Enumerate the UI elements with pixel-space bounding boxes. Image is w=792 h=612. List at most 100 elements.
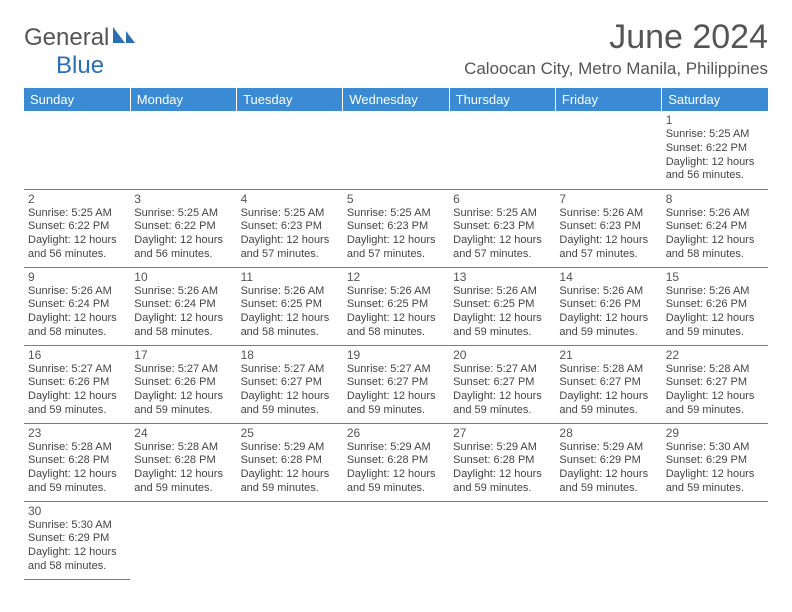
calendar-cell: 26Sunrise: 5:29 AMSunset: 6:28 PMDayligh…: [343, 423, 449, 501]
sunrise-line: Sunrise: 5:26 AM: [559, 207, 657, 221]
calendar-cell: 5Sunrise: 5:25 AMSunset: 6:23 PMDaylight…: [343, 189, 449, 267]
sunrise-line: Sunrise: 5:29 AM: [241, 441, 339, 455]
day-number: 14: [559, 270, 657, 284]
day-number: 28: [559, 426, 657, 440]
title-block: June 2024 Caloocan City, Metro Manila, P…: [464, 18, 768, 79]
calendar-cell: 28Sunrise: 5:29 AMSunset: 6:29 PMDayligh…: [555, 423, 661, 501]
calendar-week-row: 1Sunrise: 5:25 AMSunset: 6:22 PMDaylight…: [24, 111, 768, 189]
daylight-line-2: and 59 minutes.: [666, 482, 764, 496]
calendar-cell: 22Sunrise: 5:28 AMSunset: 6:27 PMDayligh…: [662, 345, 768, 423]
calendar-cell: [24, 111, 130, 189]
sunrise-line: Sunrise: 5:26 AM: [666, 285, 764, 299]
day-header: Sunday: [24, 88, 130, 111]
daylight-line-2: and 59 minutes.: [347, 404, 445, 418]
daylight-line-2: and 59 minutes.: [559, 326, 657, 340]
day-number: 2: [28, 192, 126, 206]
daylight-line-1: Daylight: 12 hours: [666, 234, 764, 248]
calendar-cell: [449, 501, 555, 579]
calendar-cell: [449, 111, 555, 189]
sunset-line: Sunset: 6:24 PM: [134, 298, 232, 312]
daylight-line-1: Daylight: 12 hours: [559, 468, 657, 482]
daylight-line-2: and 58 minutes.: [28, 560, 126, 574]
day-header: Tuesday: [237, 88, 343, 111]
day-number: 11: [241, 270, 339, 284]
daylight-line-1: Daylight: 12 hours: [559, 234, 657, 248]
daylight-line-2: and 58 minutes.: [134, 326, 232, 340]
day-number: 19: [347, 348, 445, 362]
daylight-line-2: and 59 minutes.: [134, 404, 232, 418]
header: General Blue June 2024 Caloocan City, Me…: [24, 18, 768, 80]
day-number: 30: [28, 504, 126, 518]
day-number: 8: [666, 192, 764, 206]
daylight-line-1: Daylight: 12 hours: [28, 546, 126, 560]
daylight-line-1: Daylight: 12 hours: [28, 390, 126, 404]
calendar-cell: 3Sunrise: 5:25 AMSunset: 6:22 PMDaylight…: [130, 189, 236, 267]
sunrise-line: Sunrise: 5:27 AM: [453, 363, 551, 377]
calendar-cell: 29Sunrise: 5:30 AMSunset: 6:29 PMDayligh…: [662, 423, 768, 501]
calendar-cell: 10Sunrise: 5:26 AMSunset: 6:24 PMDayligh…: [130, 267, 236, 345]
daylight-line-2: and 56 minutes.: [666, 169, 764, 183]
calendar-cell: 6Sunrise: 5:25 AMSunset: 6:23 PMDaylight…: [449, 189, 555, 267]
day-header: Thursday: [449, 88, 555, 111]
sunset-line: Sunset: 6:22 PM: [134, 220, 232, 234]
day-number: 6: [453, 192, 551, 206]
sunset-line: Sunset: 6:22 PM: [666, 142, 764, 156]
sunrise-line: Sunrise: 5:26 AM: [241, 285, 339, 299]
daylight-line-1: Daylight: 12 hours: [28, 468, 126, 482]
daylight-line-2: and 58 minutes.: [28, 326, 126, 340]
daylight-line-1: Daylight: 12 hours: [559, 312, 657, 326]
calendar-cell: 30Sunrise: 5:30 AMSunset: 6:29 PMDayligh…: [24, 501, 130, 579]
daylight-line-2: and 59 minutes.: [453, 326, 551, 340]
day-number: 29: [666, 426, 764, 440]
calendar-cell: 13Sunrise: 5:26 AMSunset: 6:25 PMDayligh…: [449, 267, 555, 345]
sunrise-line: Sunrise: 5:25 AM: [241, 207, 339, 221]
calendar-cell: 9Sunrise: 5:26 AMSunset: 6:24 PMDaylight…: [24, 267, 130, 345]
daylight-line-1: Daylight: 12 hours: [347, 312, 445, 326]
daylight-line-1: Daylight: 12 hours: [347, 468, 445, 482]
sunset-line: Sunset: 6:26 PM: [28, 376, 126, 390]
day-number: 7: [559, 192, 657, 206]
sunset-line: Sunset: 6:27 PM: [666, 376, 764, 390]
sunrise-line: Sunrise: 5:29 AM: [453, 441, 551, 455]
daylight-line-2: and 57 minutes.: [559, 248, 657, 262]
calendar-cell: [130, 111, 236, 189]
daylight-line-1: Daylight: 12 hours: [134, 468, 232, 482]
sunset-line: Sunset: 6:28 PM: [28, 454, 126, 468]
logo-text-b: Blue: [56, 52, 104, 79]
daylight-line-1: Daylight: 12 hours: [347, 390, 445, 404]
calendar-week-row: 30Sunrise: 5:30 AMSunset: 6:29 PMDayligh…: [24, 501, 768, 579]
daylight-line-2: and 59 minutes.: [559, 482, 657, 496]
sunset-line: Sunset: 6:29 PM: [666, 454, 764, 468]
sunset-line: Sunset: 6:28 PM: [347, 454, 445, 468]
sunrise-line: Sunrise: 5:27 AM: [347, 363, 445, 377]
calendar-cell: 7Sunrise: 5:26 AMSunset: 6:23 PMDaylight…: [555, 189, 661, 267]
daylight-line-1: Daylight: 12 hours: [241, 234, 339, 248]
daylight-line-1: Daylight: 12 hours: [134, 234, 232, 248]
sunrise-line: Sunrise: 5:27 AM: [241, 363, 339, 377]
daylight-line-2: and 59 minutes.: [453, 404, 551, 418]
calendar-cell: 16Sunrise: 5:27 AMSunset: 6:26 PMDayligh…: [24, 345, 130, 423]
daylight-line-2: and 57 minutes.: [453, 248, 551, 262]
calendar-cell: 4Sunrise: 5:25 AMSunset: 6:23 PMDaylight…: [237, 189, 343, 267]
sunrise-line: Sunrise: 5:28 AM: [559, 363, 657, 377]
day-number: 1: [666, 113, 764, 127]
sunrise-line: Sunrise: 5:30 AM: [28, 519, 126, 533]
calendar-cell: 1Sunrise: 5:25 AMSunset: 6:22 PMDaylight…: [662, 111, 768, 189]
calendar-cell: 14Sunrise: 5:26 AMSunset: 6:26 PMDayligh…: [555, 267, 661, 345]
calendar-week-row: 16Sunrise: 5:27 AMSunset: 6:26 PMDayligh…: [24, 345, 768, 423]
calendar-cell: 11Sunrise: 5:26 AMSunset: 6:25 PMDayligh…: [237, 267, 343, 345]
daylight-line-1: Daylight: 12 hours: [666, 156, 764, 170]
calendar-cell: 17Sunrise: 5:27 AMSunset: 6:26 PMDayligh…: [130, 345, 236, 423]
day-header: Saturday: [662, 88, 768, 111]
sunrise-line: Sunrise: 5:28 AM: [666, 363, 764, 377]
sunrise-line: Sunrise: 5:26 AM: [347, 285, 445, 299]
calendar-cell: 19Sunrise: 5:27 AMSunset: 6:27 PMDayligh…: [343, 345, 449, 423]
daylight-line-2: and 57 minutes.: [347, 248, 445, 262]
daylight-line-2: and 56 minutes.: [134, 248, 232, 262]
calendar-cell: 21Sunrise: 5:28 AMSunset: 6:27 PMDayligh…: [555, 345, 661, 423]
day-number: 23: [28, 426, 126, 440]
sunset-line: Sunset: 6:26 PM: [134, 376, 232, 390]
day-number: 12: [347, 270, 445, 284]
sunrise-line: Sunrise: 5:30 AM: [666, 441, 764, 455]
sunset-line: Sunset: 6:22 PM: [28, 220, 126, 234]
